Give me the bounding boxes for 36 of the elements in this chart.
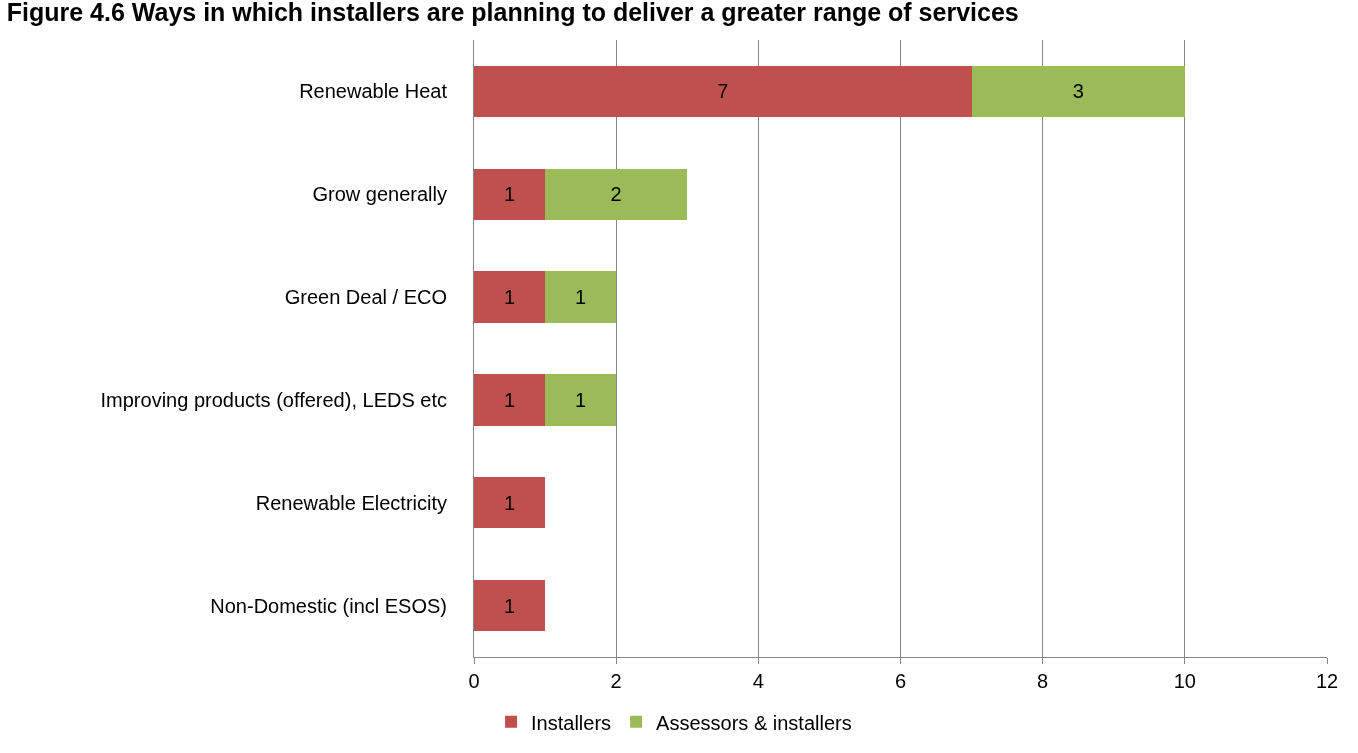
- y-tick-label: Renewable Electricity: [255, 491, 447, 514]
- data-label: 3: [1072, 80, 1084, 103]
- data-label: 7: [717, 80, 729, 103]
- x-tick-label: 0: [468, 670, 480, 692]
- bar: [545, 374, 617, 426]
- data-label: 1: [575, 388, 587, 411]
- bar: [545, 271, 617, 323]
- data-label: 1: [575, 286, 587, 309]
- data-label: 1: [503, 594, 516, 617]
- y-tick-label: Non-Domestic (incl ESOS): [210, 594, 447, 617]
- bar: [474, 271, 546, 323]
- data-label: 2: [610, 183, 622, 206]
- x-tick-label: 2: [610, 670, 622, 692]
- y-tick-label: Renewable Heat: [299, 80, 448, 103]
- legend-label: Installers: [531, 711, 612, 734]
- bar: [971, 65, 1185, 118]
- bar: [474, 65, 972, 118]
- x-tick-label: 8: [1037, 670, 1049, 692]
- data-label: 1: [503, 491, 516, 514]
- bar: [474, 477, 546, 529]
- data-label: 1: [503, 286, 516, 309]
- data-label: 1: [503, 183, 516, 206]
- bar: [545, 168, 688, 220]
- y-tick-label: Improving products (offered), LEDS etc: [100, 388, 447, 411]
- bar: [474, 168, 546, 220]
- x-tick-label: 12: [1315, 670, 1339, 692]
- x-tick-label: 4: [752, 670, 764, 692]
- y-tick-label: Grow generally: [312, 183, 447, 206]
- legend-label: Assessors & installers: [656, 711, 852, 734]
- x-tick-label: 10: [1173, 670, 1196, 692]
- x-tick-label: 6: [894, 670, 907, 692]
- bar: [474, 374, 546, 426]
- bar: [474, 579, 546, 632]
- chart-title: Figure 4.6 Ways in which installers are planning to deliver a greater range of services: [6, 0, 1019, 27]
- data-label: 1: [503, 388, 516, 411]
- y-tick-label: Green Deal / ECO: [284, 286, 447, 309]
